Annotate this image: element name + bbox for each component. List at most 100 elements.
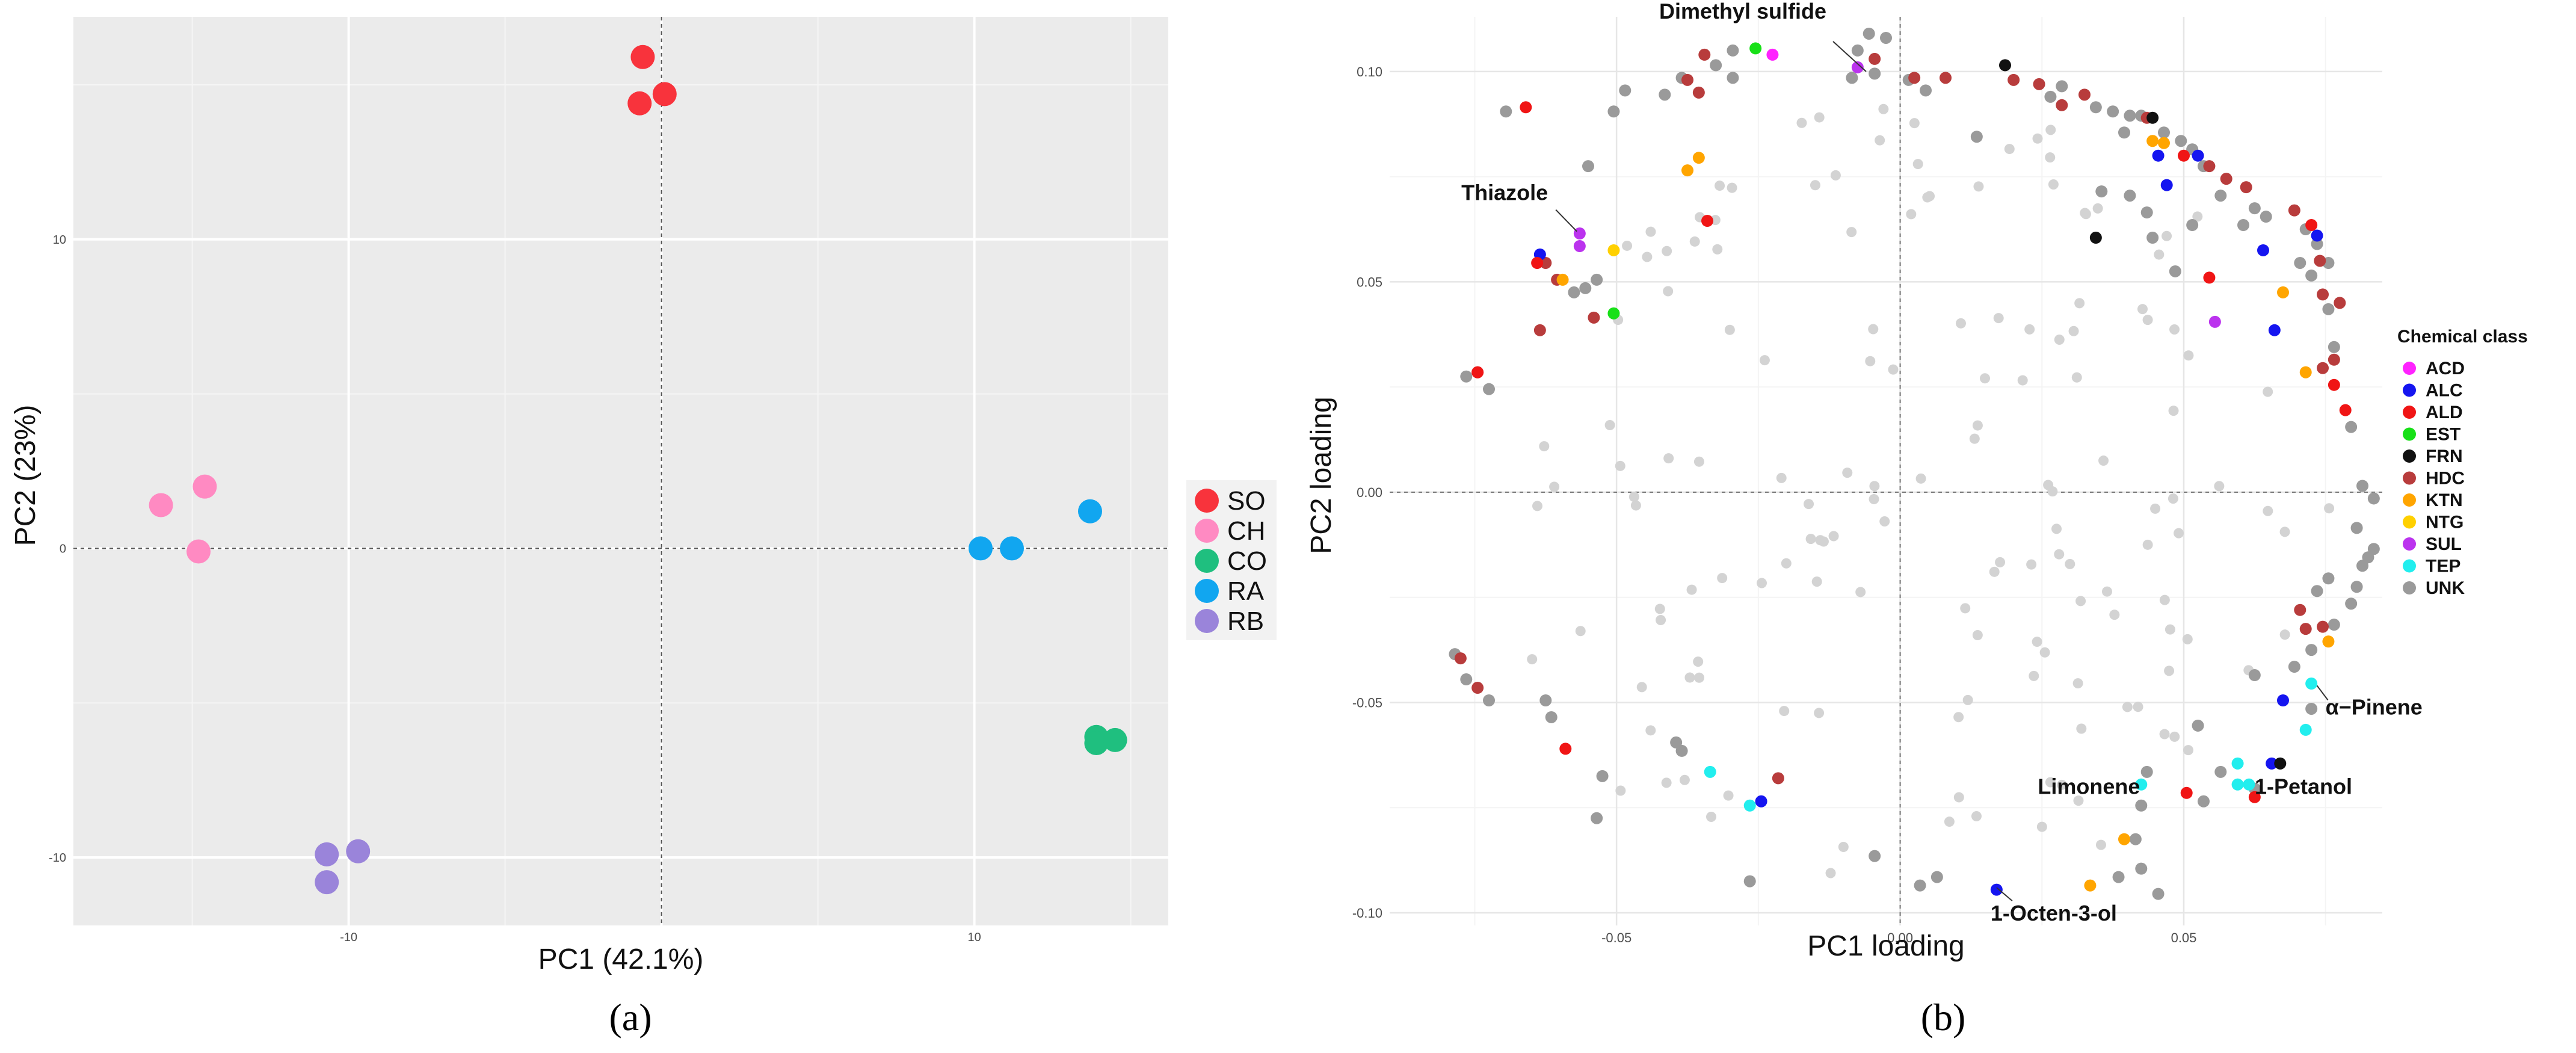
panel-b-point-unk: [1869, 850, 1881, 862]
panel-b-point-unk: [1710, 59, 1722, 72]
panel-b-point-unk: [2367, 543, 2380, 555]
panel-b-point-unk: [1579, 282, 1592, 294]
panel-b-x-tick-label: -0.05: [1601, 930, 1632, 945]
panel-b-point-unk-minor: [2159, 594, 2170, 605]
panel-b-point-unk-minor: [2073, 795, 2084, 806]
panel-b-point-unk-minor: [1828, 531, 1839, 542]
panel-a-point-ra: [1078, 499, 1102, 523]
panel-b-point-tep: [2243, 778, 2255, 791]
panel-b-point-hdc: [2288, 204, 2300, 217]
panel-b-point-unk: [2362, 551, 2374, 564]
panel-b-point-hdc: [1533, 324, 1546, 336]
panel-b-point-unk-minor: [1724, 324, 1735, 335]
panel-b-point-ktn: [2322, 635, 2335, 648]
panel-b-point-unk-minor: [1865, 356, 1876, 366]
panel-b-point-unk: [1880, 31, 1892, 44]
panel-b-point-frn: [2274, 757, 2287, 770]
panel-b-point-unk: [2350, 581, 2363, 593]
panel-b-point-unk-minor: [2133, 702, 2143, 712]
panel-b-point-hdc: [1869, 52, 1881, 65]
panel-b-x-tick-label: 0.05: [2171, 930, 2197, 945]
panel-b-point-unk-minor: [2039, 647, 2050, 658]
panel-b-point-unk: [2345, 598, 2358, 610]
panel-a-point-so: [630, 45, 655, 69]
panel-b-point-unk-minor: [2076, 723, 2087, 734]
panel-b-point-ald: [2328, 378, 2340, 391]
panel-b-point-hdc: [2317, 288, 2329, 301]
panel-b-point-alc: [2268, 324, 2281, 336]
panel-a-legend-key-co: [1195, 549, 1219, 573]
panel-b-point-unk: [2345, 421, 2358, 433]
panel-a-legend-label-so: SO: [1227, 486, 1266, 516]
panel-a-legend-label-co: CO: [1227, 546, 1267, 576]
panel-b-legend-label-ktn: KTN: [2426, 490, 2463, 510]
panel-b-point-hdc: [1539, 256, 1552, 269]
panel-b-point-hdc: [2007, 73, 2020, 86]
panel-b-x-tick-label: 0.00: [1887, 930, 1913, 945]
panel-b-point-unk-minor: [1855, 587, 1866, 598]
panel-b-y-tick-label: -0.10: [1352, 906, 1382, 921]
panel-b-point-unk-minor: [2183, 745, 2193, 756]
panel-b-point-hdc: [2056, 99, 2068, 111]
panel-a-legend-label-ch: CH: [1227, 516, 1266, 546]
panel-b-point-unk-minor: [2024, 324, 2035, 335]
panel-b-point-unk-minor: [2162, 230, 2172, 241]
panel-b-point-unk-minor: [1971, 811, 1982, 821]
panel-b-point-unk: [2169, 265, 2181, 277]
panel-b-legend-key-tep: [2403, 559, 2416, 573]
panel-b-point-alc: [1755, 795, 1767, 808]
panel-a-point-so: [627, 91, 652, 116]
panel-b-point-unk-minor: [1706, 812, 1717, 823]
panel-b-point-unk: [2044, 90, 2057, 103]
panel-b-point-unk-minor: [2142, 315, 2153, 326]
panel-b-point-unk-minor: [1972, 420, 1983, 431]
panel-b-point-unk: [1460, 370, 1473, 383]
panel-b-point-est: [1749, 42, 1762, 55]
panel-b-point-unk-minor: [2279, 526, 2290, 537]
panel-b-point-unk-minor: [1779, 706, 1790, 717]
panel-b-point-ktn: [1556, 273, 1569, 286]
panel-a-x-tick-label: -10: [340, 931, 357, 944]
panel-b-point-unk-minor: [1805, 534, 1816, 545]
panel-b-point-ald: [1559, 743, 1572, 755]
panel-b-point-unk-minor: [2056, 779, 2067, 790]
panel-b-point-unk: [2305, 269, 2318, 282]
panel-b-legend-label-tep: TEP: [2426, 557, 2460, 576]
panel-b-point-sul: [1573, 239, 1586, 252]
panel-a-y-axis-title: PC2 (23%): [10, 405, 42, 546]
panel-b-point-tep: [2299, 723, 2312, 736]
panel-b-point-hdc: [1908, 72, 1921, 84]
panel-b-point-unk: [2350, 522, 2363, 534]
panel-b-point-unk-minor: [1776, 472, 1787, 483]
panel-b-point-alc: [2277, 694, 2289, 706]
panel-b: -0.05 0.00 0.05 -0.10 -0.05 0.00 0.05 0.10 Dime…: [1305, 0, 2528, 1039]
panel-b-point-unk-minor: [1684, 672, 1695, 683]
panel-b-point-alc: [2266, 757, 2278, 770]
panel-b-point-unk-minor: [2071, 372, 2082, 383]
panel-b-legend-key-est: [2403, 427, 2416, 441]
panel-b-point-unk-minor: [1615, 785, 1626, 796]
panel-b-point-unk-minor: [1645, 226, 1656, 237]
panel-b-point-tep: [1704, 765, 1716, 778]
panel-a-point-rb: [315, 842, 339, 866]
panel-b-annotation-leader: [1832, 41, 1867, 72]
panel-b-point-unk-minor: [2048, 179, 2059, 190]
panel-b-point-ktn: [2158, 137, 2170, 149]
panel-b-point-unk-minor: [2080, 209, 2091, 220]
panel-b-point-unk: [2124, 190, 2136, 202]
panel-b-point-ald: [2203, 271, 2216, 284]
panel-b-point-ald: [2248, 791, 2261, 803]
panel-b-point-unk-minor: [2263, 505, 2273, 516]
panel-b-point-unk: [2192, 719, 2204, 732]
panel-b-point-unk-minor: [1532, 501, 1542, 511]
panel-b-point-unk: [2198, 795, 2210, 808]
panel-b-point-unk-minor: [1846, 227, 1857, 238]
panel-b-point-unk-minor: [1909, 118, 1920, 129]
panel-b-point-unk: [2237, 219, 2249, 232]
panel-b-point-unk-minor: [1539, 441, 1550, 452]
panel-b-point-unk: [2260, 211, 2272, 223]
panel-a-legend-key-ra: [1195, 579, 1219, 603]
panel-b-point-unk: [2311, 585, 2323, 598]
